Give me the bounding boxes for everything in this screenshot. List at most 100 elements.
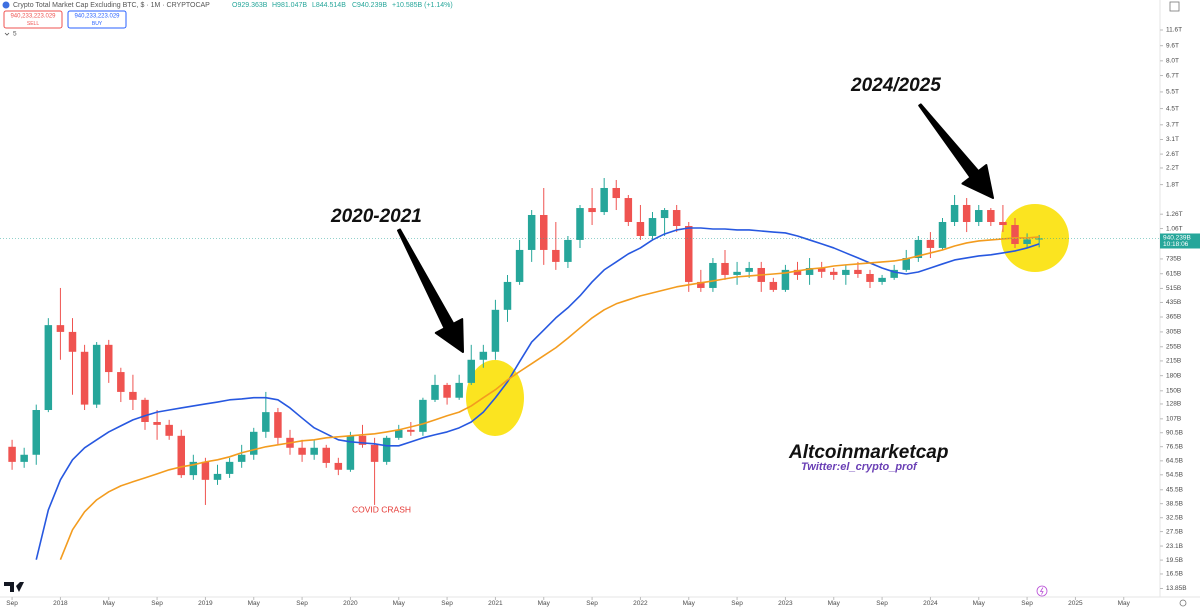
candle-body [697,281,705,288]
candle-body [975,210,983,222]
x-tick-label: May [103,600,116,607]
y-tick-label: 1.8T [1166,181,1179,188]
x-tick-label: 2019 [198,600,213,607]
candle-body [153,421,161,425]
ohlc-value: O929.363B [232,2,268,9]
candle-body [588,208,596,213]
x-tick-label: 2022 [633,600,648,607]
candle-body [443,384,451,398]
candle-body [709,262,717,288]
candle-body [491,309,500,352]
y-tick-label: 365B [1166,314,1181,321]
y-tick-label: 8.0T [1166,58,1179,65]
candle-body [817,267,826,272]
y-tick-label: 6.7T [1166,72,1179,79]
candle-body [68,331,77,352]
candle-body [805,267,814,275]
arrow [397,228,464,353]
y-tick-label: 11.6T [1166,27,1182,34]
candle-body [419,399,427,432]
x-tick-label: 2020 [343,600,358,607]
candle-body [914,239,923,259]
settings-icon[interactable] [1169,1,1180,12]
sell-label: SELL [27,21,39,27]
x-tick-label: Sep [6,600,18,607]
x-tick-label: 2024 [923,600,938,607]
candle-body [576,208,584,240]
ohlc-value: L844.514B [312,2,346,9]
y-tick-label: 16.5B [1166,571,1183,578]
annotation: Altcoinmarketcap [788,442,948,463]
candle-body [237,454,246,462]
x-tick-label: 2025 [1068,600,1083,607]
event-icon[interactable] [1036,585,1048,597]
y-tick-label: 1.06T [1166,225,1183,232]
sell-button[interactable] [3,10,63,29]
collapse-toggle[interactable] [4,32,10,36]
y-tick-label: 515B [1166,285,1181,292]
event-icon [1039,587,1044,595]
y-tick-label: 9.6T [1166,42,1179,49]
candle-body [685,225,693,282]
candle-body [177,435,185,476]
candle-body [781,269,790,290]
buy-button[interactable] [67,10,127,29]
symbol-logo [2,1,10,9]
candle-body [382,437,391,462]
ohlc-value: H981.047B [272,2,307,9]
candle-body [370,444,379,462]
annotation: 2024/2025 [850,75,941,96]
indicator-count: 5 [13,31,17,38]
time-settings[interactable] [1179,599,1187,607]
x-tick-label: May [828,600,841,607]
candle-body [830,271,838,275]
x-tick-label: 2018 [53,600,68,607]
x-tick-label: Sep [296,600,308,607]
y-tick-label: 5.5T [1166,89,1179,96]
y-tick-label: 32.5B [1166,514,1183,521]
candle-body [926,239,935,248]
candle-body [564,239,572,262]
price-label: 940.239B [1163,235,1191,242]
candle-body [962,204,971,222]
candle-body [56,325,65,332]
candle-body [213,473,222,480]
y-tick-label: 150B [1166,388,1181,395]
candle-body [890,269,898,278]
candle-body [274,412,282,438]
x-tick-label: May [538,600,551,607]
candle-body [8,446,16,462]
y-tick-label: 54.5B [1166,472,1183,479]
moving-average-line [35,227,1040,560]
y-tick-label: 615B [1166,270,1181,277]
ohlc-value: C940.239B [352,2,387,9]
price-label-box [1160,233,1200,249]
candle-body [950,204,959,222]
candle-body [141,399,149,422]
candle-body [298,447,306,455]
y-tick-label: 27.5B [1166,528,1183,535]
y-tick-label: 2.6T [1166,151,1179,158]
x-tick-label: Sep [876,600,888,607]
moving-average-line [59,236,1040,560]
candle-body [346,435,355,470]
candle-body [92,344,101,405]
arrow [918,103,994,199]
x-tick-label: May [973,600,986,607]
sell-price: 940,233,223.029 [10,14,56,20]
candle-body [660,210,669,219]
candle-body [310,447,318,455]
y-tick-label: 19.5B [1166,557,1183,564]
y-tick-label: 23.1B [1166,543,1183,550]
candle-body [527,214,536,250]
x-tick-label: 2021 [488,600,503,607]
y-tick-label: 305B [1166,329,1181,336]
candle-body [1035,238,1043,240]
candle-body [745,267,753,272]
annotation: 2020-2021 [330,206,422,227]
candle-body [20,454,28,462]
candle-body [793,269,802,275]
